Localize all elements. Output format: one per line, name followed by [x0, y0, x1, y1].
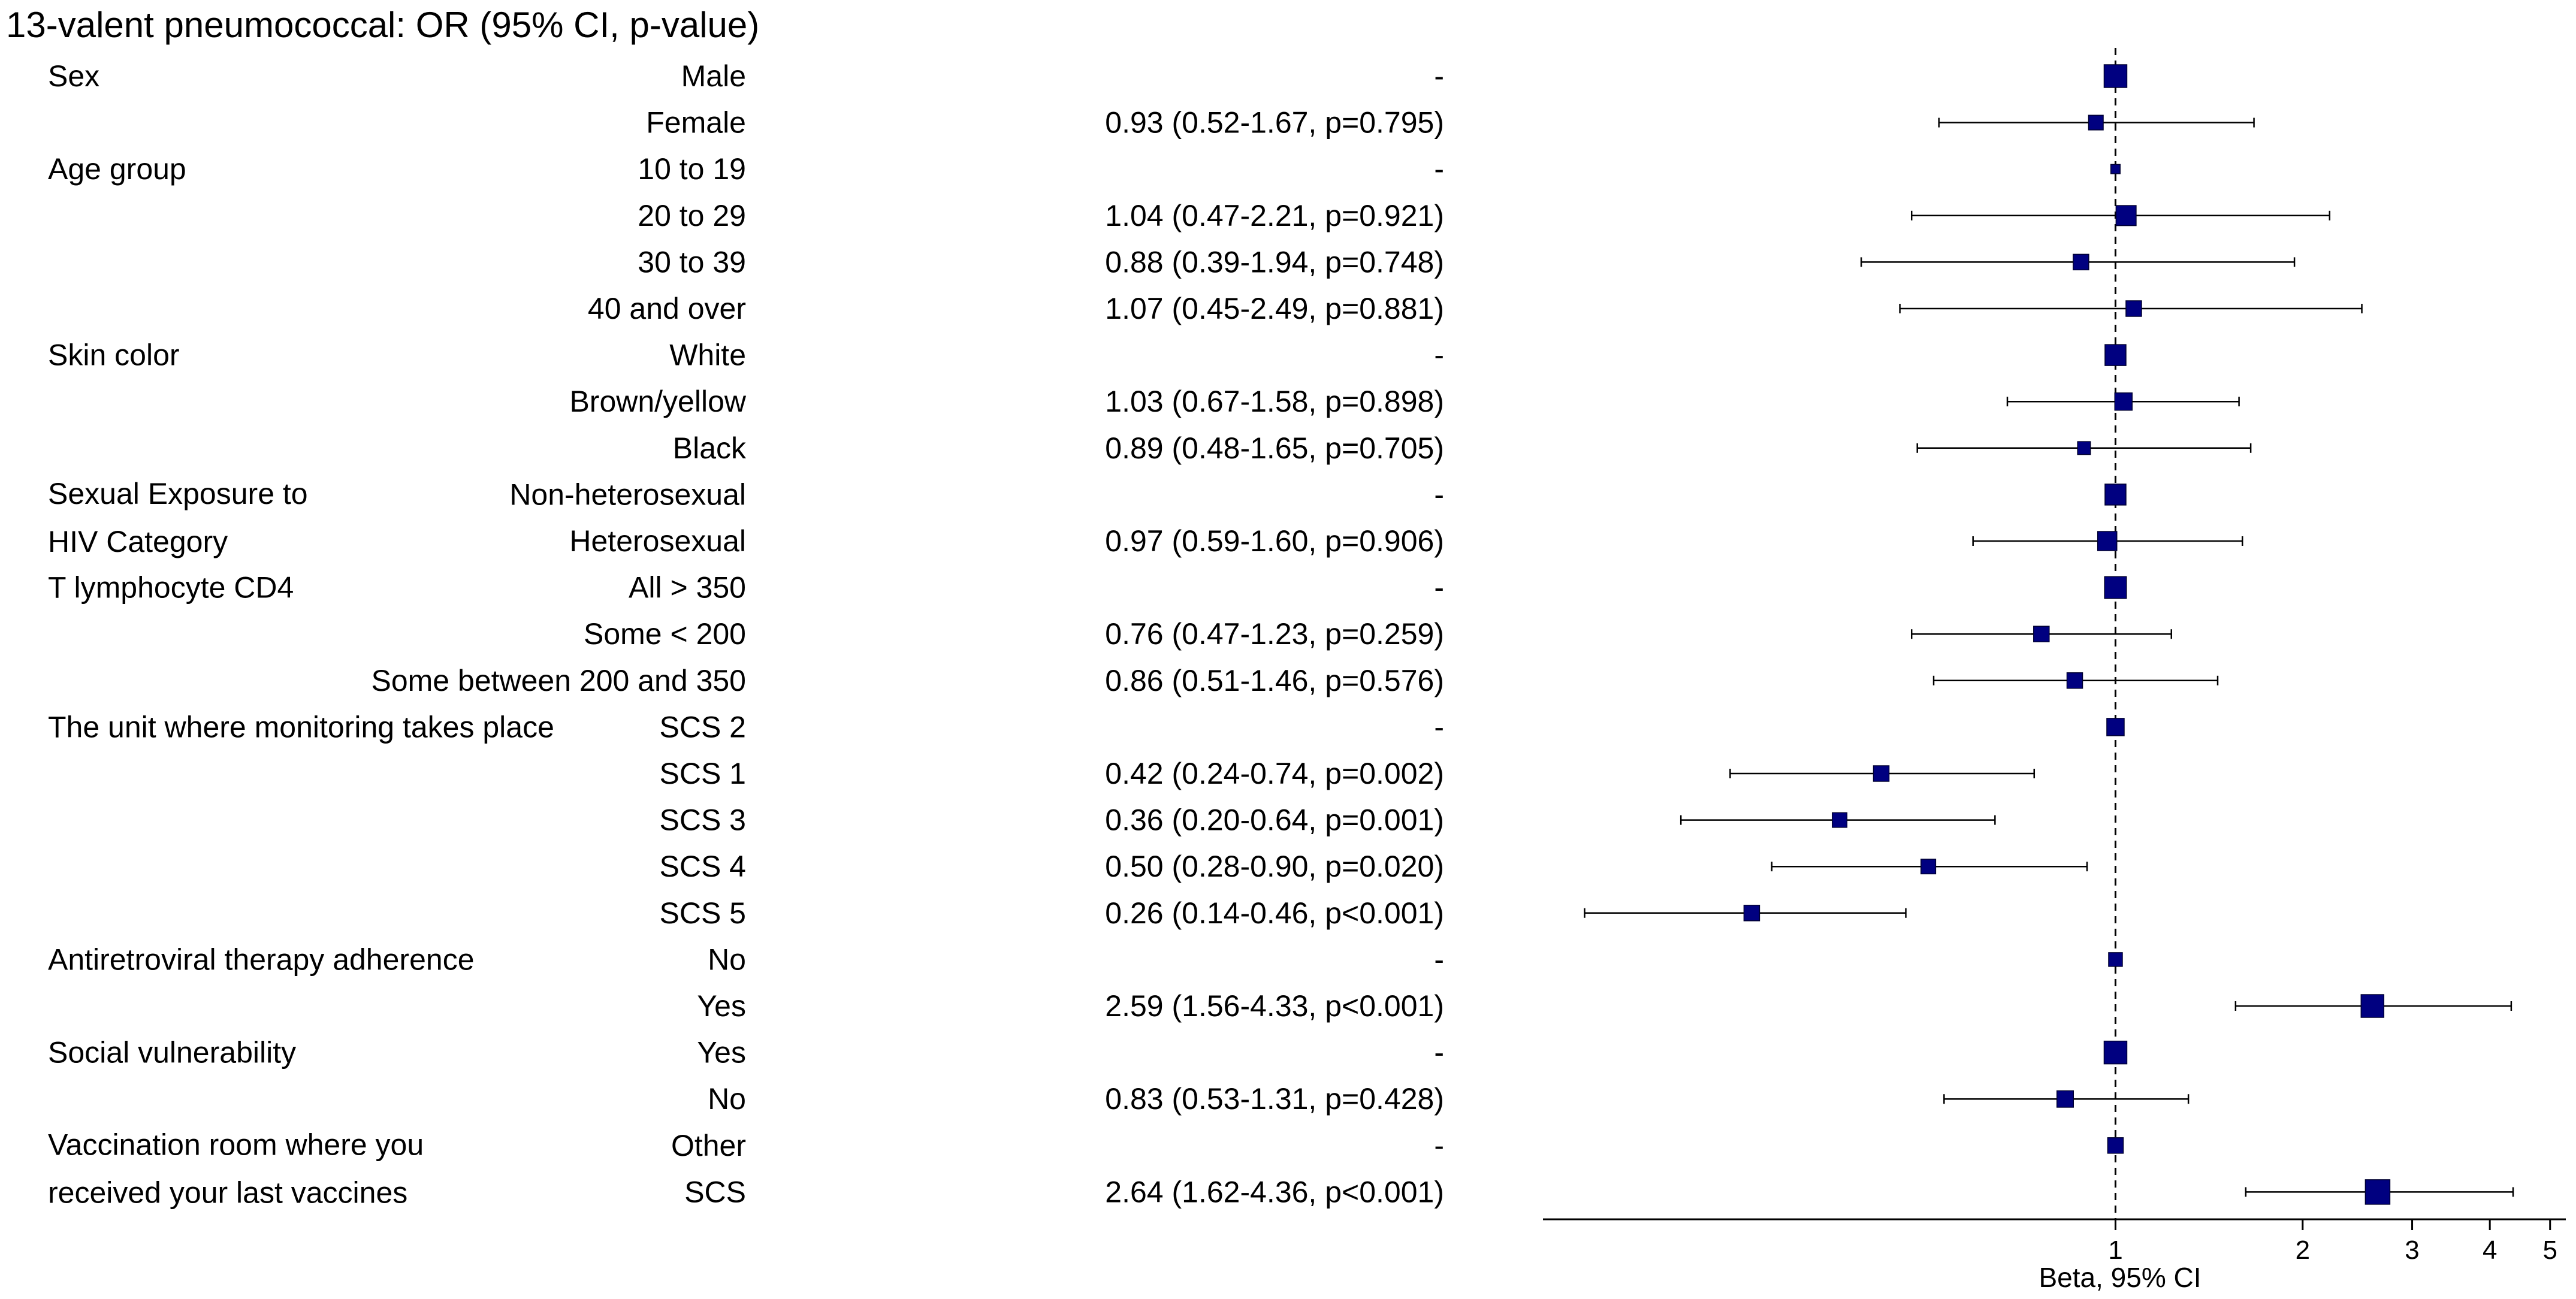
row-level-label: All > 350: [629, 571, 746, 605]
row-level-label: Female: [646, 106, 746, 140]
point-estimate-marker: [2104, 484, 2127, 506]
row-result-text: -: [1434, 478, 1444, 511]
point-estimate-marker: [2077, 441, 2091, 455]
point-estimate-marker: [2114, 392, 2133, 411]
row-result-text: 0.93 (0.52-1.67, p=0.795): [1105, 106, 1444, 140]
row-result-text: -: [1434, 59, 1444, 93]
row-level-label: Non-heterosexual: [509, 478, 746, 511]
group-label-line: received your last vaccines: [48, 1176, 407, 1210]
point-estimate-marker: [2115, 205, 2137, 226]
point-estimate-marker: [2073, 253, 2089, 271]
row-result-text: -: [1434, 152, 1444, 186]
x-axis-label: Beta, 95% CI: [2039, 1262, 2201, 1293]
row-result-text: 0.89 (0.48-1.65, p=0.705): [1105, 431, 1444, 465]
row-level-label: Other: [671, 1129, 746, 1162]
row-level-label: Some < 200: [584, 617, 746, 651]
row-result-text: 2.59 (1.56-4.33, p<0.001): [1105, 989, 1444, 1023]
group-label: Sex: [48, 59, 99, 93]
point-estimate-marker: [1920, 859, 1937, 875]
point-estimate-marker: [1743, 905, 1760, 922]
row-level-label: Brown/yellow: [569, 385, 746, 418]
group-label: Skin color: [48, 339, 180, 372]
point-estimate-marker: [2103, 1040, 2128, 1065]
point-estimate-marker: [2110, 164, 2121, 174]
x-tick-label: 1: [2108, 1235, 2122, 1265]
point-estimate-marker: [2066, 672, 2083, 689]
x-tick-label: 5: [2542, 1235, 2557, 1265]
chart-title: 13-valent pneumococcal: OR (95% CI, p-va…: [6, 5, 759, 45]
point-estimate-marker: [2106, 718, 2125, 736]
row-result-text: -: [1434, 942, 1444, 976]
point-estimate-marker: [2364, 1179, 2391, 1205]
plot-area: [1584, 48, 2514, 1219]
row-result-text: 1.04 (0.47-2.21, p=0.921): [1105, 199, 1444, 232]
row-result-text: 0.86 (0.51-1.46, p=0.576): [1105, 664, 1444, 697]
row-result-text: 1.07 (0.45-2.49, p=0.881): [1105, 292, 1444, 325]
row-level-label: 10 to 19: [638, 152, 746, 186]
x-tick-label: 4: [2483, 1235, 2497, 1265]
group-label: Antiretroviral therapy adherence: [48, 942, 475, 976]
x-tick-label: 2: [2296, 1235, 2310, 1265]
row-level-label: Black: [673, 431, 747, 465]
row-level-label: Yes: [697, 1036, 746, 1070]
point-estimate-marker: [1873, 765, 1890, 782]
row-result-text: 0.88 (0.39-1.94, p=0.748): [1105, 245, 1444, 279]
row-result-text: 0.36 (0.20-0.64, p=0.001): [1105, 803, 1444, 837]
row-level-label: 20 to 29: [638, 199, 746, 232]
row-level-label: No: [708, 942, 746, 976]
row-result-text: 0.76 (0.47-1.23, p=0.259): [1105, 617, 1444, 651]
row-level-label: 40 and over: [588, 292, 746, 325]
point-estimate-marker: [2104, 344, 2127, 366]
point-estimate-marker: [2033, 626, 2050, 642]
table-rows: Sex Age group Skin color Sexual Exposure to…: [48, 59, 1444, 1210]
row-result-text: 0.26 (0.14-0.46, p<0.001): [1105, 896, 1444, 930]
point-estimate-marker: [2103, 64, 2128, 88]
row-result-text: -: [1434, 1036, 1444, 1070]
point-estimate-marker: [2056, 1090, 2074, 1108]
row-level-label: Heterosexual: [569, 524, 746, 558]
group-label-line: Sexual Exposure to: [48, 477, 308, 510]
point-estimate-marker: [2088, 114, 2104, 131]
point-estimate-marker: [2107, 1137, 2124, 1154]
row-level-label: SCS 4: [659, 850, 746, 883]
row-level-label: White: [669, 339, 746, 372]
group-label: The unit where monitoring takes place: [48, 710, 554, 744]
row-level-label: No: [708, 1082, 746, 1116]
group-label-line: HIV Category: [48, 525, 228, 558]
row-result-text: 0.50 (0.28-0.90, p=0.020): [1105, 850, 1444, 883]
row-level-label: SCS: [684, 1175, 746, 1209]
row-level-label: SCS 3: [659, 803, 746, 837]
group-label-line: Vaccination room where you: [48, 1128, 424, 1162]
point-estimate-marker: [2360, 994, 2385, 1018]
group-label: Age group: [48, 152, 186, 186]
group-label: T lymphocyte CD4: [48, 571, 294, 605]
row-result-text: 0.97 (0.59-1.60, p=0.906): [1105, 524, 1444, 558]
row-level-label: SCS 5: [659, 896, 746, 930]
point-estimate-marker: [2125, 300, 2142, 317]
row-level-label: 30 to 39: [638, 245, 746, 279]
row-result-text: -: [1434, 710, 1444, 744]
point-estimate-marker: [2104, 576, 2127, 599]
row-result-text: 2.64 (1.62-4.36, p<0.001): [1105, 1175, 1444, 1209]
point-estimate-marker: [2108, 952, 2123, 967]
point-estimate-marker: [2097, 531, 2118, 551]
row-result-text: 0.42 (0.24-0.74, p=0.002): [1105, 757, 1444, 790]
row-result-text: -: [1434, 1129, 1444, 1162]
row-result-text: -: [1434, 571, 1444, 605]
x-tick-label: 3: [2405, 1235, 2419, 1265]
row-level-label: Yes: [697, 989, 746, 1023]
row-level-label: SCS 1: [659, 757, 746, 790]
x-axis: 1 2 3 4 5: [1543, 1218, 2566, 1265]
row-level-label: SCS 2: [659, 710, 746, 744]
row-level-label: Male: [681, 59, 746, 93]
group-label: Social vulnerability: [48, 1036, 296, 1070]
row-result-text: 1.03 (0.67-1.58, p=0.898): [1105, 385, 1444, 418]
row-level-label: Some between 200 and 350: [372, 664, 747, 697]
row-result-text: -: [1434, 339, 1444, 372]
row-result-text: 0.83 (0.53-1.31, p=0.428): [1105, 1082, 1444, 1116]
point-estimate-marker: [1832, 812, 1848, 828]
